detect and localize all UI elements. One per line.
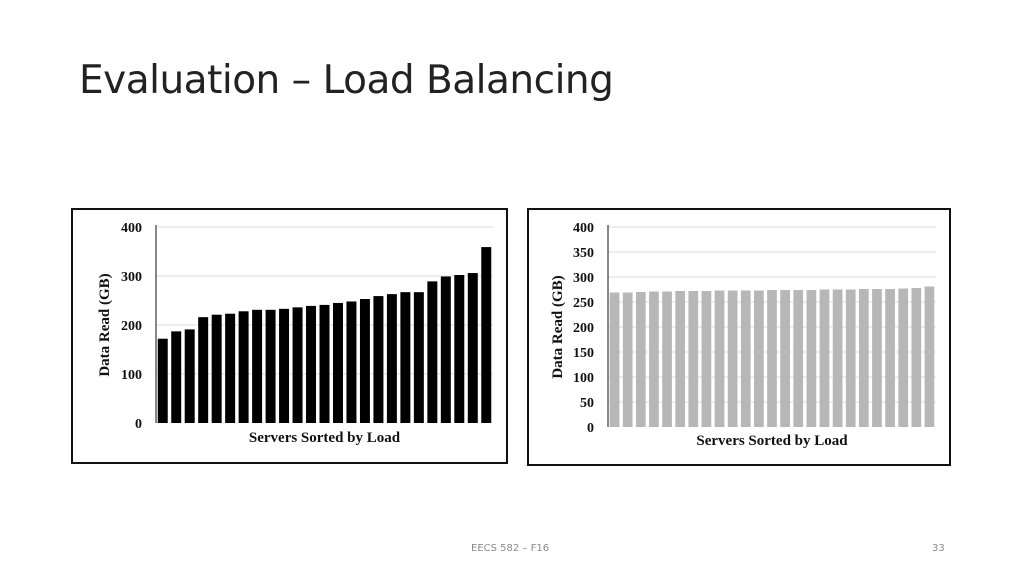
- y-tick-label: 300: [121, 270, 142, 285]
- y-tick-label: 150: [573, 346, 594, 361]
- load-chart-after-svg: 0 50 100 150 200 250 300 350 400 Servers Sorted b…: [550, 221, 936, 449]
- bar-server-25: [924, 286, 935, 427]
- bar-server-22: [885, 289, 895, 427]
- y-tick-label: 400: [121, 221, 142, 236]
- slide-title: Evaluation – Load Balancing: [79, 58, 614, 103]
- y-axis-label: Data Read (GB): [550, 275, 566, 378]
- bar-server-11: [292, 307, 303, 423]
- bar-server-14: [332, 302, 343, 423]
- bar-server-22: [440, 276, 451, 423]
- bar-server-18: [832, 289, 843, 427]
- load-chart-before-svg: 0 100 200 300 400 Servers Sorted by Load Data …: [97, 221, 493, 446]
- y-tick-label: 200: [573, 321, 594, 336]
- bar-server-9: [265, 309, 276, 423]
- y-tick-label: 400: [573, 221, 594, 236]
- bar-server-5: [211, 314, 222, 423]
- bar-server-24: [467, 273, 478, 423]
- y-tick-label: 0: [587, 421, 594, 436]
- y-tick-label: 350: [573, 246, 594, 261]
- load-chart-before: 0 100 200 300 400 Servers Sorted by Load Data …: [71, 208, 508, 464]
- bar-server-13: [319, 304, 330, 423]
- bar-server-3: [184, 329, 195, 423]
- bar-server-12: [306, 305, 317, 423]
- bar-server-7: [238, 311, 249, 423]
- y-tick-label: 50: [580, 396, 594, 411]
- bar-server-15: [346, 301, 357, 423]
- bar-server-4: [649, 291, 659, 427]
- bar-server-25: [481, 247, 492, 423]
- bar-server-15: [793, 290, 804, 427]
- y-tick-label: 300: [573, 271, 594, 286]
- load-chart-after: 0 50 100 150 200 250 300 350 400 Servers Sorted b…: [527, 208, 951, 466]
- bar-server-5: [662, 291, 672, 427]
- bar-server-16: [359, 299, 370, 423]
- bar-server-19: [400, 292, 411, 423]
- bar-server-8: [701, 291, 712, 427]
- bar-server-23: [898, 288, 909, 427]
- y-tick-label: 100: [573, 371, 594, 386]
- bar-server-20: [413, 292, 424, 423]
- bar-server-1: [157, 338, 168, 423]
- bar-server-2: [171, 331, 182, 423]
- y-tick-label: 200: [121, 319, 142, 334]
- bar-server-14: [780, 290, 790, 427]
- bar-server-4: [198, 317, 209, 423]
- bar-server-23: [454, 275, 465, 423]
- bar-server-13: [767, 290, 777, 427]
- bar-server-12: [754, 290, 764, 427]
- bar-server-10: [727, 290, 738, 427]
- bar-server-18: [386, 294, 397, 423]
- bar-server-6: [675, 291, 686, 427]
- page-number: 33: [932, 543, 945, 554]
- bar-server-16: [806, 290, 817, 427]
- bar-server-20: [858, 289, 869, 427]
- y-tick-label: 100: [121, 368, 142, 383]
- bar-server-17: [819, 289, 830, 427]
- bar-server-10: [279, 308, 290, 423]
- bar-server-17: [373, 296, 384, 423]
- y-tick-label: 250: [573, 296, 594, 311]
- x-axis-label: Servers Sorted by Load: [696, 433, 848, 449]
- y-axis-label: Data Read (GB): [97, 273, 113, 376]
- bar-server-24: [911, 288, 922, 427]
- bar-server-2: [622, 292, 633, 427]
- x-axis-label: Servers Sorted by Load: [249, 430, 401, 446]
- bar-server-7: [688, 291, 699, 427]
- bar-server-3: [635, 292, 646, 427]
- bar-server-1: [609, 292, 620, 427]
- bar-server-19: [845, 289, 856, 427]
- y-tick-label: 0: [135, 417, 142, 432]
- bar-server-8: [252, 309, 263, 423]
- bar-server-9: [714, 290, 725, 427]
- bar-server-21: [427, 281, 438, 423]
- bar-server-6: [225, 313, 236, 423]
- bar-server-21: [872, 289, 882, 427]
- bar-server-11: [740, 290, 751, 427]
- footer-course: EECS 582 – F16: [471, 543, 550, 554]
